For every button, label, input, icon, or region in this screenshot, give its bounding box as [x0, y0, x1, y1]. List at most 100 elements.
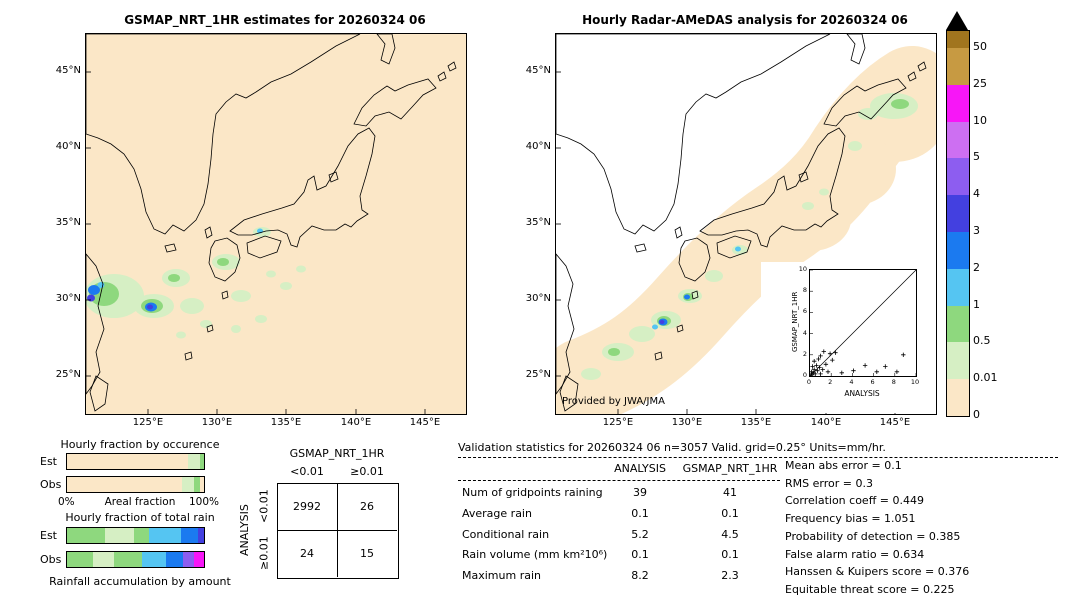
left-map-precip-blobs	[86, 227, 306, 339]
colorbar-tick-label: 10	[973, 113, 987, 127]
bar-segment	[180, 527, 199, 543]
bar-segment	[67, 476, 183, 492]
precip-blob	[147, 304, 153, 310]
bar-segment	[198, 527, 204, 543]
y-tick-label: 25°N	[525, 369, 551, 380]
inset-x-tick-label: 10	[910, 378, 920, 386]
dashed-separator	[458, 480, 780, 481]
coastline	[654, 351, 663, 361]
coastline	[699, 127, 846, 248]
colorbar	[946, 30, 970, 417]
colorbar-tick-label: 0	[973, 408, 980, 421]
precip-blob	[652, 324, 658, 330]
validation-score: Frequency bias = 1.051	[785, 512, 916, 526]
coverage-blob	[661, 251, 751, 327]
inset-x-tick-label: 4	[849, 378, 854, 386]
identity-line	[810, 270, 916, 376]
x-tick-label: 130°E	[671, 417, 703, 428]
dashed-separator	[458, 457, 1058, 458]
coastline	[164, 243, 177, 253]
validation-row: Average rain 0.1 0.1	[458, 507, 798, 527]
bar-segment	[134, 527, 150, 543]
bar-segment	[199, 476, 204, 492]
bar-segment	[182, 476, 195, 492]
bar-segment	[199, 453, 204, 469]
y-tick-label: 40°N	[55, 141, 81, 152]
coastline	[376, 34, 396, 65]
left-map-tick-marks	[86, 71, 426, 414]
coastline	[691, 290, 699, 300]
precip-blob	[88, 285, 100, 295]
validation-gsmap-value: 0.1	[721, 506, 739, 520]
colorbar-tick-label: 1	[973, 297, 980, 311]
validation-title: Validation statistics for 20260324 06 n=…	[458, 441, 886, 454]
y-tick-label: 40°N	[525, 141, 551, 152]
x-tick-label: 135°E	[740, 417, 772, 428]
inset-x-tick-label: 6	[870, 378, 875, 386]
colorbar-segment	[947, 305, 969, 343]
validation-row: Rain volume (mm km²10⁶) 0.1 0.1	[458, 548, 798, 568]
bar-row-label: Est	[40, 454, 57, 468]
right-map-precip-blobs	[581, 93, 918, 380]
validation-analysis-value: 8.2	[631, 569, 649, 583]
coastline	[917, 61, 927, 72]
coastline	[798, 171, 809, 183]
precip-blob	[180, 298, 204, 314]
colorbar-segment	[947, 158, 969, 196]
x-tick-label: 125°E	[602, 417, 634, 428]
colorbar-segment	[947, 342, 969, 380]
right-map-title: Hourly Radar-AMeDAS analysis for 2026032…	[582, 13, 908, 27]
colorbar-segment	[947, 31, 969, 48]
x-tick-label: 130°E	[201, 417, 233, 428]
validation-score: Equitable threat score = 0.225	[785, 582, 955, 596]
validation-analysis-value: 0.1	[631, 548, 649, 562]
validation-gsmap-value: 0.1	[721, 548, 739, 562]
bar-segment	[105, 527, 135, 543]
bar-segment	[113, 551, 143, 567]
validation-score: RMS error = 0.3	[785, 476, 873, 490]
coastline	[556, 34, 831, 235]
coastline	[846, 34, 866, 65]
precip-blob	[802, 202, 814, 210]
precip-blob	[280, 282, 292, 290]
inset-y-tick-label: 2	[802, 349, 807, 358]
precip-blob	[176, 331, 186, 339]
contingency-value: 24	[300, 547, 314, 560]
bar-row-label: Obs	[40, 552, 62, 566]
precip-blob	[255, 315, 267, 323]
y-tick-label: 35°N	[525, 217, 551, 228]
stacked-bar	[66, 526, 205, 544]
coastline	[86, 253, 105, 395]
precip-blob	[266, 270, 276, 278]
colorbar-segment	[947, 379, 969, 416]
right-map-panel: Provided by JWA/JMA GSMAP_NRT_1HR ANALYS…	[526, 33, 937, 428]
validation-table-rows: Num of gridpoints raining 39 41 Average rai…	[458, 486, 798, 598]
bar-segment	[67, 453, 188, 469]
y-tick-label: 35°N	[55, 217, 81, 228]
radar-coverage-area	[556, 46, 936, 414]
occurrence-est-row: Est	[40, 452, 205, 470]
occurrence-obs-row: Obs	[40, 475, 205, 493]
contingency-col-group-label: GSMAP_NRT_1HR	[289, 447, 385, 460]
y-tick-label: 30°N	[55, 293, 81, 304]
x-tick-label: 140°E	[810, 417, 842, 428]
y-tick-label: 30°N	[525, 293, 551, 304]
coastline	[328, 171, 339, 183]
scatter-inset: GSMAP_NRT_1HR ANALYSIS 0 0 2 2 4 4 6 6 8 8 10 10	[761, 262, 935, 413]
bar-segment	[149, 527, 181, 543]
precip-blob	[705, 270, 723, 282]
validation-analysis-value: 5.2	[631, 527, 649, 541]
validation-row-label: Num of gridpoints raining	[462, 486, 603, 499]
inset-x-tick-label: 2	[828, 378, 833, 386]
precip-blob	[629, 326, 655, 342]
precip-blob	[217, 258, 229, 266]
bar-segment	[67, 551, 94, 567]
contingency-row-group-label: ANALYSIS	[238, 504, 251, 556]
areal-fraction-zero-label: 0%	[58, 496, 75, 508]
left-map-coastlines	[86, 34, 457, 412]
coastline	[206, 324, 214, 333]
contingency-value: 26	[360, 500, 374, 513]
colorbar-tick-label: 0.01	[973, 371, 998, 385]
validation-row-label: Maximum rain	[462, 569, 541, 583]
validation-row: Conditional rain 5.2 4.5	[458, 528, 798, 548]
